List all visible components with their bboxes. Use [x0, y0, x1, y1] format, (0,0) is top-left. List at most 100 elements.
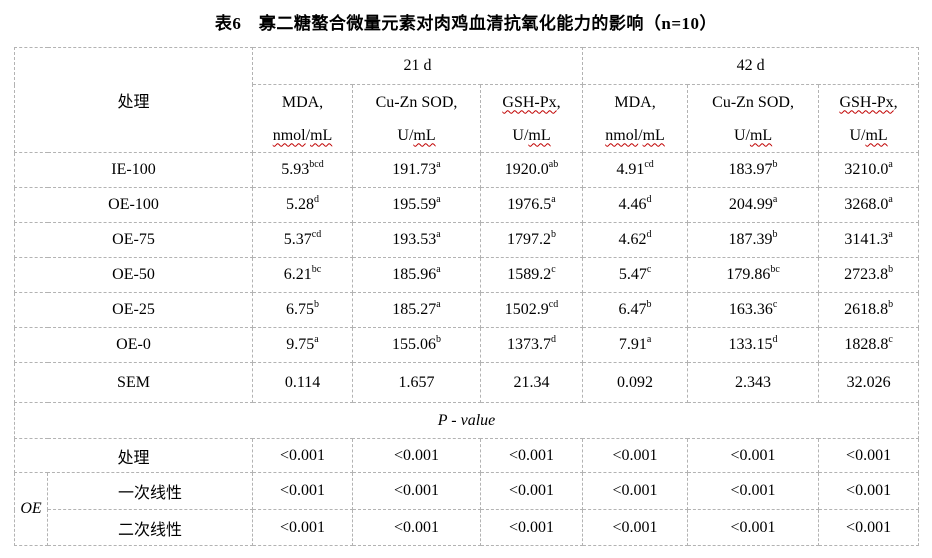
treatment-column-header: 处理	[13, 47, 254, 153]
value-cell: 4.46d	[582, 187, 689, 223]
value-cell: 32.026	[818, 362, 920, 403]
misspell-underlined-text: mL	[413, 126, 436, 144]
value-cell: 2723.8b	[818, 257, 920, 293]
value-cell: <0.001	[352, 438, 482, 473]
significance-superscript: a	[436, 158, 441, 170]
value-cell: 3268.0a	[818, 187, 920, 223]
oe-group-label: OE	[14, 472, 48, 546]
value-cell: 1797.2b	[480, 222, 584, 258]
p-treatment-row: 处理 <0.001 <0.001 <0.001 <0.001 <0.001 <0.001	[13, 438, 920, 473]
value-cell: <0.001	[352, 472, 482, 510]
measure-unit-header: GSH-Px, U/mL	[480, 84, 584, 153]
misspell-underlined-text: GSH-Px	[839, 93, 894, 111]
value-cell: 185.96a	[352, 257, 482, 293]
row-label: OE-100	[13, 187, 254, 223]
value-cell: <0.001	[252, 438, 354, 473]
value-cell: <0.001	[582, 472, 689, 510]
row-label: IE-100	[13, 152, 254, 188]
table-body: 处理 21 d 42 d MDA, nmol/mL Cu-Zn SOD, U/mL GSH-P…	[13, 47, 920, 546]
value-cell: 3210.0a	[818, 152, 920, 188]
significance-superscript: cd	[311, 228, 322, 240]
value-cell: <0.001	[582, 509, 689, 546]
day-group-header-21d: 21 d	[252, 47, 584, 85]
value-cell: 2.343	[687, 362, 820, 403]
table-row: OE-25 6.75b 185.27a 1502.9cd 6.47b 163.36c 261…	[13, 292, 920, 328]
unit-text: ,	[893, 93, 898, 111]
significance-superscript: cd	[644, 158, 654, 170]
misspell-underlined-text: mL	[642, 126, 665, 144]
unit-line-2: nmol/mL	[254, 119, 352, 152]
table-row: OE-100 5.28d 195.59a 1976.5a 4.46d 204.99a 326…	[13, 187, 920, 223]
misspell-underlined-text: mL	[749, 126, 773, 144]
p-treatment-label: 处理	[13, 438, 254, 473]
significance-superscript: cd	[548, 298, 559, 310]
value-cell: 1920.0ab	[480, 152, 584, 188]
contrast-row-label: 一次线性	[46, 472, 254, 510]
unit-line-1: GSH-Px,	[820, 86, 918, 119]
misspell-underlined-text: GSH-Px	[502, 93, 557, 111]
value-cell: <0.001	[818, 438, 920, 473]
significance-superscript: d	[646, 193, 652, 205]
value-cell: <0.001	[252, 509, 354, 546]
value-cell: <0.001	[687, 509, 820, 546]
significance-superscript: a	[436, 193, 441, 205]
significance-superscript: a	[888, 193, 893, 205]
value-cell: 185.27a	[352, 292, 482, 328]
contrast-row-label: 二次线性	[46, 509, 254, 546]
significance-superscript: b	[888, 298, 894, 310]
row-label: OE-0	[13, 327, 254, 363]
value-cell: <0.001	[480, 509, 584, 546]
unit-text: U/	[397, 126, 414, 144]
day-group-header-42d: 42 d	[582, 47, 920, 85]
value-cell: 6.75b	[252, 292, 354, 328]
unit-text: U/	[512, 126, 529, 144]
unit-text: /	[638, 126, 643, 144]
value-cell: 21.34	[480, 362, 584, 403]
significance-superscript: bcd	[309, 158, 324, 170]
value-cell: 4.91cd	[582, 152, 689, 188]
row-label: OE-75	[13, 222, 254, 258]
unit-line-1: GSH-Px,	[482, 86, 582, 119]
value-cell: 1589.2c	[480, 257, 584, 293]
significance-superscript: a	[551, 193, 556, 205]
significance-superscript: a	[436, 228, 441, 240]
value-cell: 204.99a	[687, 187, 820, 223]
value-cell: <0.001	[352, 509, 482, 546]
value-cell: 9.75a	[252, 327, 354, 363]
significance-superscript: b	[772, 228, 778, 240]
row-label: OE-25	[13, 292, 254, 328]
value-cell: 5.28d	[252, 187, 354, 223]
value-cell: 193.53a	[352, 222, 482, 258]
significance-superscript: a	[646, 333, 652, 345]
significance-superscript: b	[772, 158, 778, 170]
value-cell: 3141.3a	[818, 222, 920, 258]
table-title: 表6 寡二糖螯合微量元素对肉鸡血清抗氧化能力的影响（n=10）	[214, 14, 718, 33]
value-cell: <0.001	[818, 509, 920, 546]
significance-superscript: c	[888, 333, 893, 345]
value-cell: 4.62d	[582, 222, 689, 258]
oe-contrast-row: 二次线性 <0.001 <0.001 <0.001 <0.001 <0.001 <0.001	[15, 509, 920, 546]
value-cell: <0.001	[818, 472, 920, 510]
significance-superscript: bc	[311, 263, 322, 275]
misspell-underlined-text: nmol	[605, 126, 639, 144]
significance-superscript: c	[646, 263, 652, 275]
unit-text: Cu-Zn SOD,	[712, 93, 794, 111]
measure-unit-header: Cu-Zn SOD, U/mL	[687, 84, 820, 153]
unit-line-2: U/mL	[354, 119, 480, 152]
unit-line-1: MDA,	[584, 86, 687, 119]
significance-superscript: a	[888, 228, 893, 240]
value-cell: 187.39b	[687, 222, 820, 258]
significance-superscript: d	[551, 333, 557, 345]
p-value-row: P - value	[13, 402, 920, 439]
significance-superscript: b	[551, 228, 557, 240]
misspell-underlined-text: mL	[528, 126, 551, 144]
unit-line-2: nmol/mL	[584, 119, 687, 152]
value-cell: <0.001	[480, 472, 584, 510]
misspell-underlined-text: mL	[865, 126, 888, 144]
measure-unit-header: MDA, nmol/mL	[582, 84, 689, 153]
unit-line-2: U/mL	[689, 119, 818, 152]
unit-line-1: Cu-Zn SOD,	[354, 86, 480, 119]
value-cell: <0.001	[687, 472, 820, 510]
unit-text: Cu-Zn SOD,	[375, 93, 458, 111]
